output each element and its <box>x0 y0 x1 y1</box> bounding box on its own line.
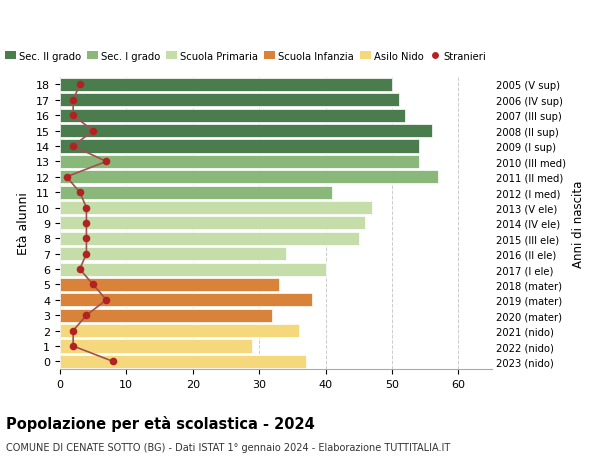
Point <box>82 235 91 242</box>
Legend: Sec. II grado, Sec. I grado, Scuola Primaria, Scuola Infanzia, Asilo Nido, Stran: Sec. II grado, Sec. I grado, Scuola Prim… <box>1 48 490 66</box>
Bar <box>60 156 419 168</box>
Y-axis label: Età alunni: Età alunni <box>17 192 31 255</box>
Bar <box>60 340 253 353</box>
Text: Popolazione per età scolastica - 2024: Popolazione per età scolastica - 2024 <box>6 415 315 431</box>
Point <box>82 312 91 319</box>
Point <box>88 281 98 289</box>
Point <box>108 358 118 365</box>
Point <box>68 342 78 350</box>
Bar <box>60 217 365 230</box>
Bar <box>60 294 312 307</box>
Bar <box>60 278 279 291</box>
Point <box>75 82 85 89</box>
Point <box>62 174 71 181</box>
Bar <box>60 309 272 322</box>
Point <box>75 266 85 273</box>
Bar <box>60 325 299 337</box>
Text: COMUNE DI CENATE SOTTO (BG) - Dati ISTAT 1° gennaio 2024 - Elaborazione TUTTITAL: COMUNE DI CENATE SOTTO (BG) - Dati ISTAT… <box>6 442 450 452</box>
Bar <box>60 247 286 261</box>
Bar <box>60 186 332 199</box>
Bar <box>60 202 372 215</box>
Point <box>101 158 111 166</box>
Bar <box>60 171 439 184</box>
Point <box>101 297 111 304</box>
Point <box>68 97 78 104</box>
Bar <box>60 110 405 123</box>
Bar <box>60 355 305 368</box>
Bar <box>60 94 398 107</box>
Point <box>82 204 91 212</box>
Y-axis label: Anni di nascita: Anni di nascita <box>572 180 585 267</box>
Bar <box>60 232 359 245</box>
Point <box>68 112 78 120</box>
Bar <box>60 263 326 276</box>
Bar <box>60 79 392 92</box>
Point <box>68 143 78 151</box>
Bar <box>60 125 432 138</box>
Point <box>75 189 85 196</box>
Point <box>68 327 78 335</box>
Point <box>88 128 98 135</box>
Point <box>82 220 91 227</box>
Bar <box>60 140 419 153</box>
Point <box>82 251 91 258</box>
